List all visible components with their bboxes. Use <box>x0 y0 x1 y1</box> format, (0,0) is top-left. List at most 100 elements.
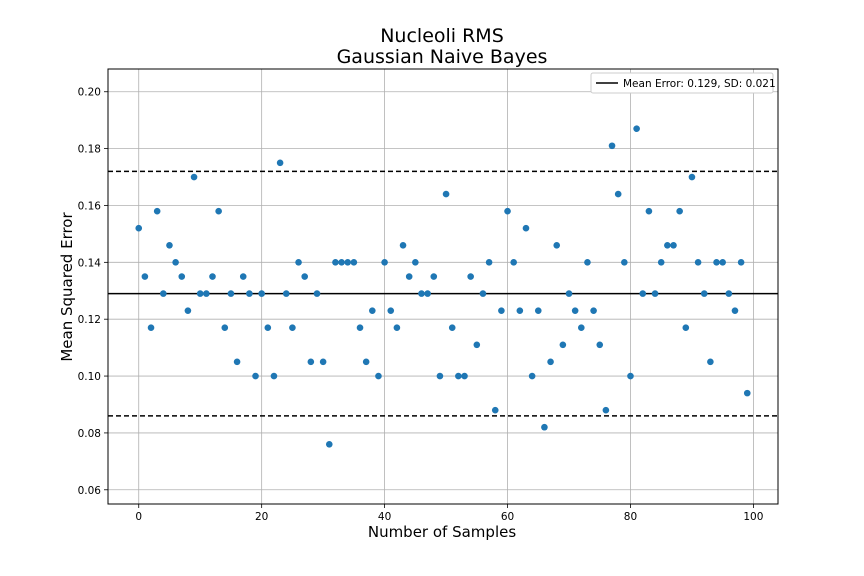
data-point <box>160 290 167 297</box>
data-point <box>227 290 235 297</box>
data-point <box>590 307 597 314</box>
data-point <box>233 358 241 366</box>
data-point <box>645 207 653 215</box>
data-point <box>510 259 517 266</box>
data-point <box>522 224 530 232</box>
data-point <box>282 290 290 297</box>
data-point <box>369 307 376 314</box>
data-point <box>246 290 253 297</box>
data-point <box>184 307 192 314</box>
data-point <box>147 324 155 332</box>
x-tick-label: 80 <box>624 511 637 523</box>
data-point <box>498 307 505 314</box>
chart-title-line-2: Gaussian Naive Bayes <box>337 46 548 68</box>
data-point <box>639 290 647 297</box>
data-point <box>190 173 198 181</box>
data-point <box>664 241 671 249</box>
data-point <box>608 142 616 150</box>
data-point <box>534 307 542 314</box>
data-point <box>448 324 456 332</box>
data-point <box>700 290 708 297</box>
data-point <box>602 406 610 414</box>
y-tick-label: 0.18 <box>78 144 101 156</box>
data-point <box>338 259 345 266</box>
data-point <box>627 372 634 380</box>
x-axis-label: Number of Samples <box>368 523 516 541</box>
data-point <box>547 358 554 366</box>
data-point <box>688 173 696 181</box>
data-point <box>387 307 395 314</box>
data-point <box>239 273 247 280</box>
data-point <box>707 358 714 366</box>
data-point <box>221 324 229 332</box>
data-point <box>172 259 179 266</box>
data-points <box>135 125 751 448</box>
data-point <box>381 259 388 266</box>
data-point <box>473 341 481 349</box>
legend-label: Mean Error: 0.129, SD: 0.021 <box>623 78 776 90</box>
data-point <box>479 290 487 297</box>
reference-lines <box>108 170 778 417</box>
data-point <box>442 190 450 198</box>
data-point <box>731 307 739 314</box>
data-point <box>516 307 524 314</box>
data-point <box>467 273 474 280</box>
data-point <box>461 372 468 380</box>
data-point <box>295 259 302 266</box>
data-point <box>491 406 499 414</box>
data-point <box>657 259 665 266</box>
data-point <box>393 324 401 332</box>
data-point <box>307 358 315 366</box>
data-point <box>362 358 370 366</box>
data-point <box>571 307 579 314</box>
data-point <box>313 290 321 297</box>
data-point <box>559 341 567 349</box>
data-point <box>405 273 413 280</box>
y-tick-label: 0.20 <box>78 87 101 99</box>
data-point <box>264 324 272 332</box>
data-point <box>614 190 622 198</box>
data-point <box>621 259 628 266</box>
legend-box <box>590 72 774 94</box>
x-tick-label: 20 <box>255 511 268 523</box>
x-tick-label: 100 <box>743 511 763 523</box>
data-point <box>135 224 143 232</box>
data-point <box>633 125 640 133</box>
data-point <box>276 159 284 167</box>
data-point <box>565 290 573 297</box>
y-tick-label: 0.12 <box>78 314 101 326</box>
data-point <box>528 372 536 380</box>
data-point <box>301 273 308 280</box>
data-point <box>553 241 561 249</box>
data-point <box>375 372 382 380</box>
data-point <box>418 290 425 297</box>
data-point <box>676 207 683 215</box>
data-point <box>578 324 585 332</box>
y-tick-label: 0.14 <box>78 257 102 269</box>
chart-title-line-1: Nucleoli RMS <box>380 25 504 47</box>
data-point <box>713 259 720 266</box>
data-point <box>289 324 296 332</box>
data-point <box>651 290 659 297</box>
data-point <box>166 241 173 249</box>
x-tick-label: 60 <box>501 511 514 523</box>
data-point <box>252 372 259 380</box>
y-tick-label: 0.16 <box>78 200 102 212</box>
y-tick-label: 0.06 <box>78 485 102 497</box>
y-tick-label: 0.08 <box>78 428 101 440</box>
plot-area-frame <box>107 68 779 505</box>
grid-lines <box>108 69 778 504</box>
data-point <box>424 290 431 297</box>
y-axis-label: Mean Squared Error <box>58 212 76 362</box>
data-point <box>203 290 210 297</box>
data-point <box>670 241 677 249</box>
data-point <box>258 290 265 297</box>
data-point <box>485 259 493 266</box>
data-point <box>504 207 511 215</box>
data-point <box>737 259 745 266</box>
data-point <box>141 273 149 280</box>
axis-ticks: 0 20 40 60 80 100 0.06 0.08 0.10 0.12 0.14 0.16 0.18… <box>78 87 764 523</box>
y-tick-label: 0.10 <box>78 371 101 383</box>
data-point <box>436 372 444 380</box>
